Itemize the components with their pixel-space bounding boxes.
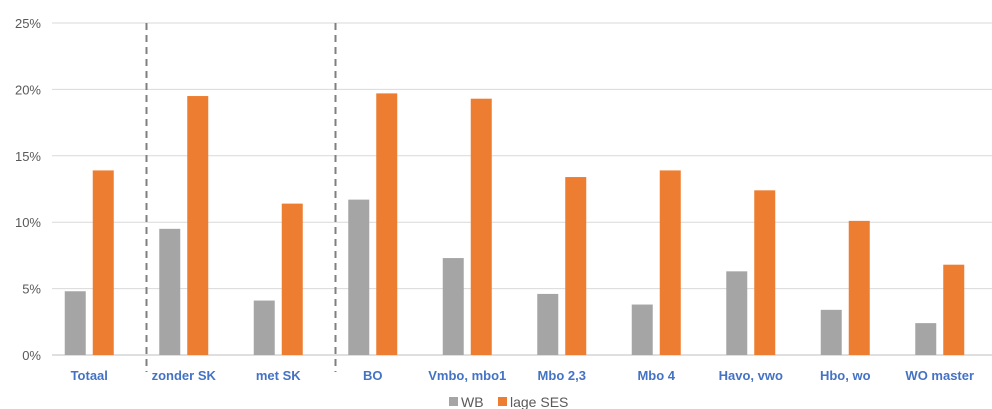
bar-lage-ses xyxy=(659,170,681,355)
category-label: met SK xyxy=(256,368,301,383)
category-label: Vmbo, mbo1 xyxy=(428,368,506,383)
bar-wb xyxy=(253,300,275,355)
bars xyxy=(64,93,965,356)
y-tick-label: 10% xyxy=(15,215,41,230)
category-label: Totaal xyxy=(71,368,108,383)
category-label: zonder SK xyxy=(152,368,217,383)
category-label: Mbo 4 xyxy=(637,368,675,383)
bar-lage-ses xyxy=(470,98,492,356)
bar-wb xyxy=(631,304,653,355)
bar-wb xyxy=(820,309,842,355)
category-label: BO xyxy=(363,368,383,383)
bar-lage-ses xyxy=(565,177,587,355)
bar-wb xyxy=(726,271,748,355)
category-label: Mbo 2,3 xyxy=(538,368,586,383)
y-tick-label: 20% xyxy=(15,82,41,97)
bar-wb xyxy=(64,291,86,355)
x-axis-category-labels: Totaal zonder SK met SK BO Vmbo, mbo1 Mbo 2,3… xyxy=(71,368,974,383)
legend-swatch-lage-ses xyxy=(498,397,507,406)
category-label: WO master xyxy=(905,368,974,383)
bar-lage-ses xyxy=(92,170,114,355)
y-tick-label: 5% xyxy=(22,282,41,297)
bar-lage-ses xyxy=(187,96,209,355)
legend-label-lage-ses: lage SES xyxy=(510,394,568,409)
y-tick-label: 0% xyxy=(22,348,41,363)
category-label: Hbo, wo xyxy=(820,368,871,383)
y-tick-label: 25% xyxy=(15,16,41,31)
bar-wb xyxy=(915,323,937,355)
legend: WB lage SES xyxy=(449,394,568,409)
bar-wb xyxy=(348,199,370,355)
bar-wb xyxy=(537,293,559,355)
bar-lage-ses xyxy=(848,220,870,355)
y-axis-tick-labels: 0% 5% 10% 15% 20% 25% xyxy=(15,16,41,363)
bar-wb xyxy=(159,228,181,355)
legend-swatch-wb xyxy=(449,397,458,406)
legend-label-wb: WB xyxy=(461,394,484,409)
bar-wb xyxy=(442,258,464,355)
bar-lage-ses xyxy=(376,93,398,355)
bar-lage-ses xyxy=(943,264,965,355)
bar-lage-ses xyxy=(754,190,776,355)
category-label: Havo, vwo xyxy=(719,368,783,383)
group-separators xyxy=(145,23,337,372)
bar-lage-ses xyxy=(281,203,303,355)
y-tick-label: 15% xyxy=(15,149,41,164)
